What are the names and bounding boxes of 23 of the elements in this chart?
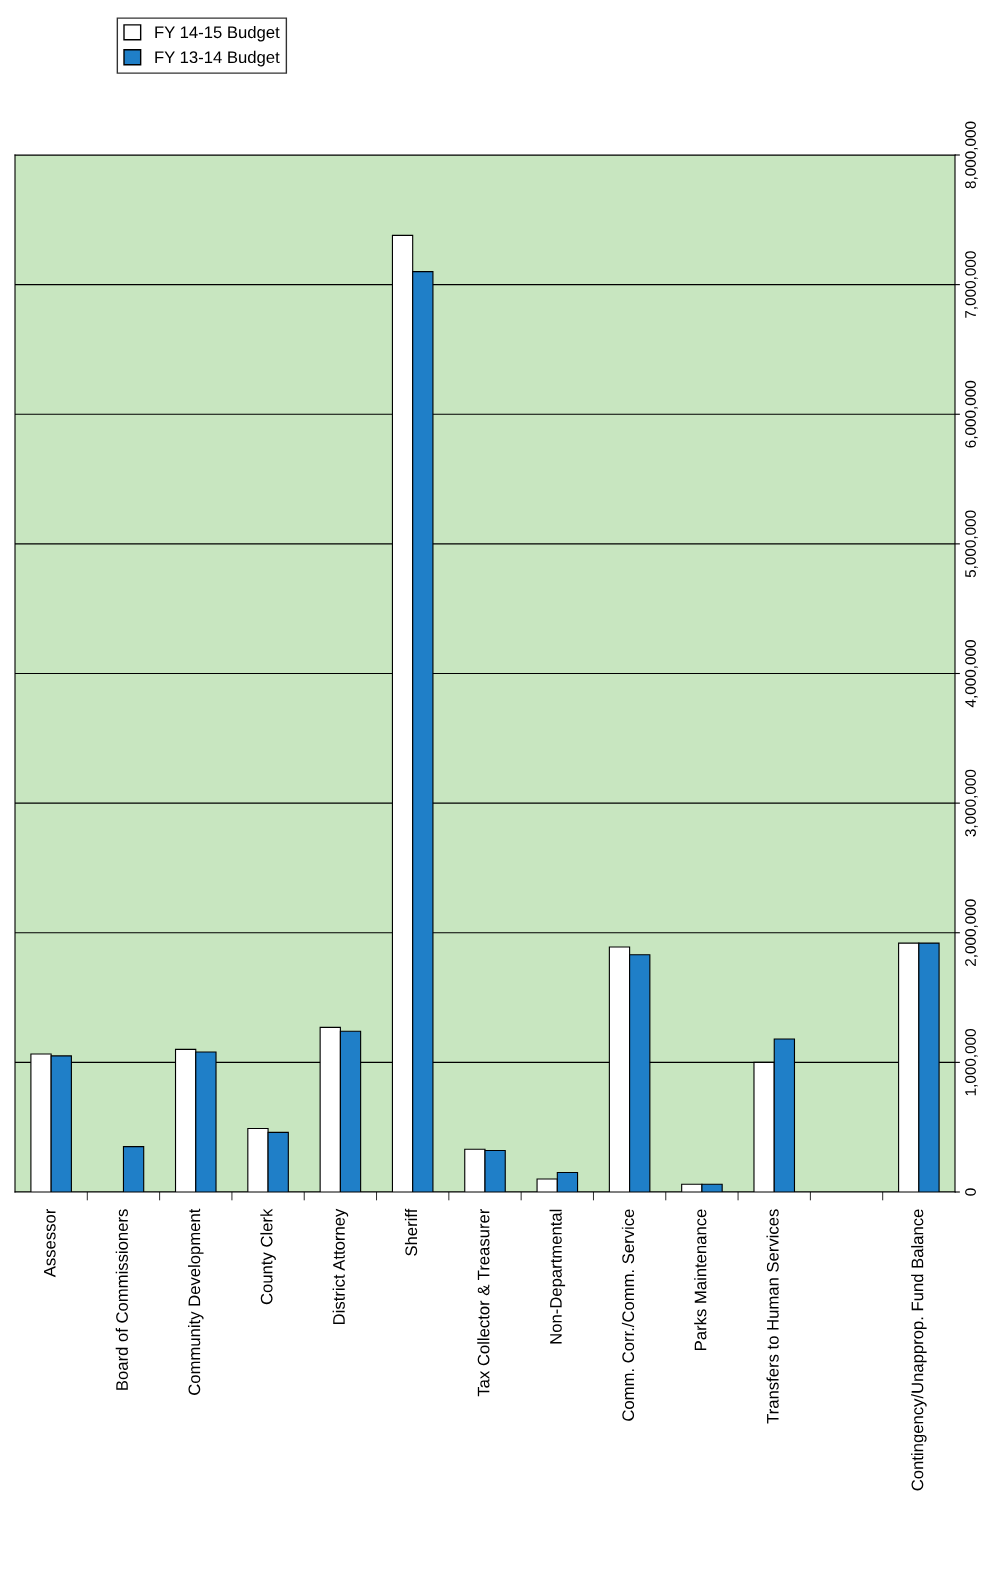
legend-label: FY 14-15 Budget (155, 25, 280, 42)
x-tick-label: Parks Maintenance (694, 1209, 707, 1350)
y-tick-label: 6,000,000 (965, 380, 978, 448)
legend-label: FY 13-14 Budget (155, 50, 280, 67)
y-tick-label: 5,000,000 (965, 510, 978, 578)
y-tick-label: 7,000,000 (965, 251, 978, 318)
y-tick-label: 4,000,000 (965, 640, 978, 708)
y-tick-label: 0 (965, 1188, 976, 1196)
x-tick-label: Comm. Corr./Comm. Service (621, 1209, 635, 1421)
x-tick-label: County Clerk (260, 1208, 276, 1305)
x-tick-label: Transfers to Human Services (766, 1209, 779, 1424)
x-tick-label: Tax Collector & Treasurer (477, 1208, 490, 1397)
x-tick-label: Community Development (188, 1208, 204, 1395)
x-tick-label: Sheriff (404, 1208, 418, 1256)
y-tick-label: 8,000,000 (965, 121, 978, 189)
y-tick-label: 1,000,000 (965, 1028, 978, 1096)
x-tick-label: Non-Departmental (549, 1209, 566, 1344)
x-tick-label: District Attorney (332, 1208, 349, 1324)
x-tick-label: Assessor (44, 1208, 56, 1278)
x-tick-label: Board of Commissioners (115, 1209, 128, 1390)
y-tick-label: 2,000,000 (965, 899, 978, 966)
x-tick-label: Contingency/Unapprop. Fund Balance (911, 1209, 927, 1491)
y-tick-label: 3,000,000 (965, 769, 978, 837)
